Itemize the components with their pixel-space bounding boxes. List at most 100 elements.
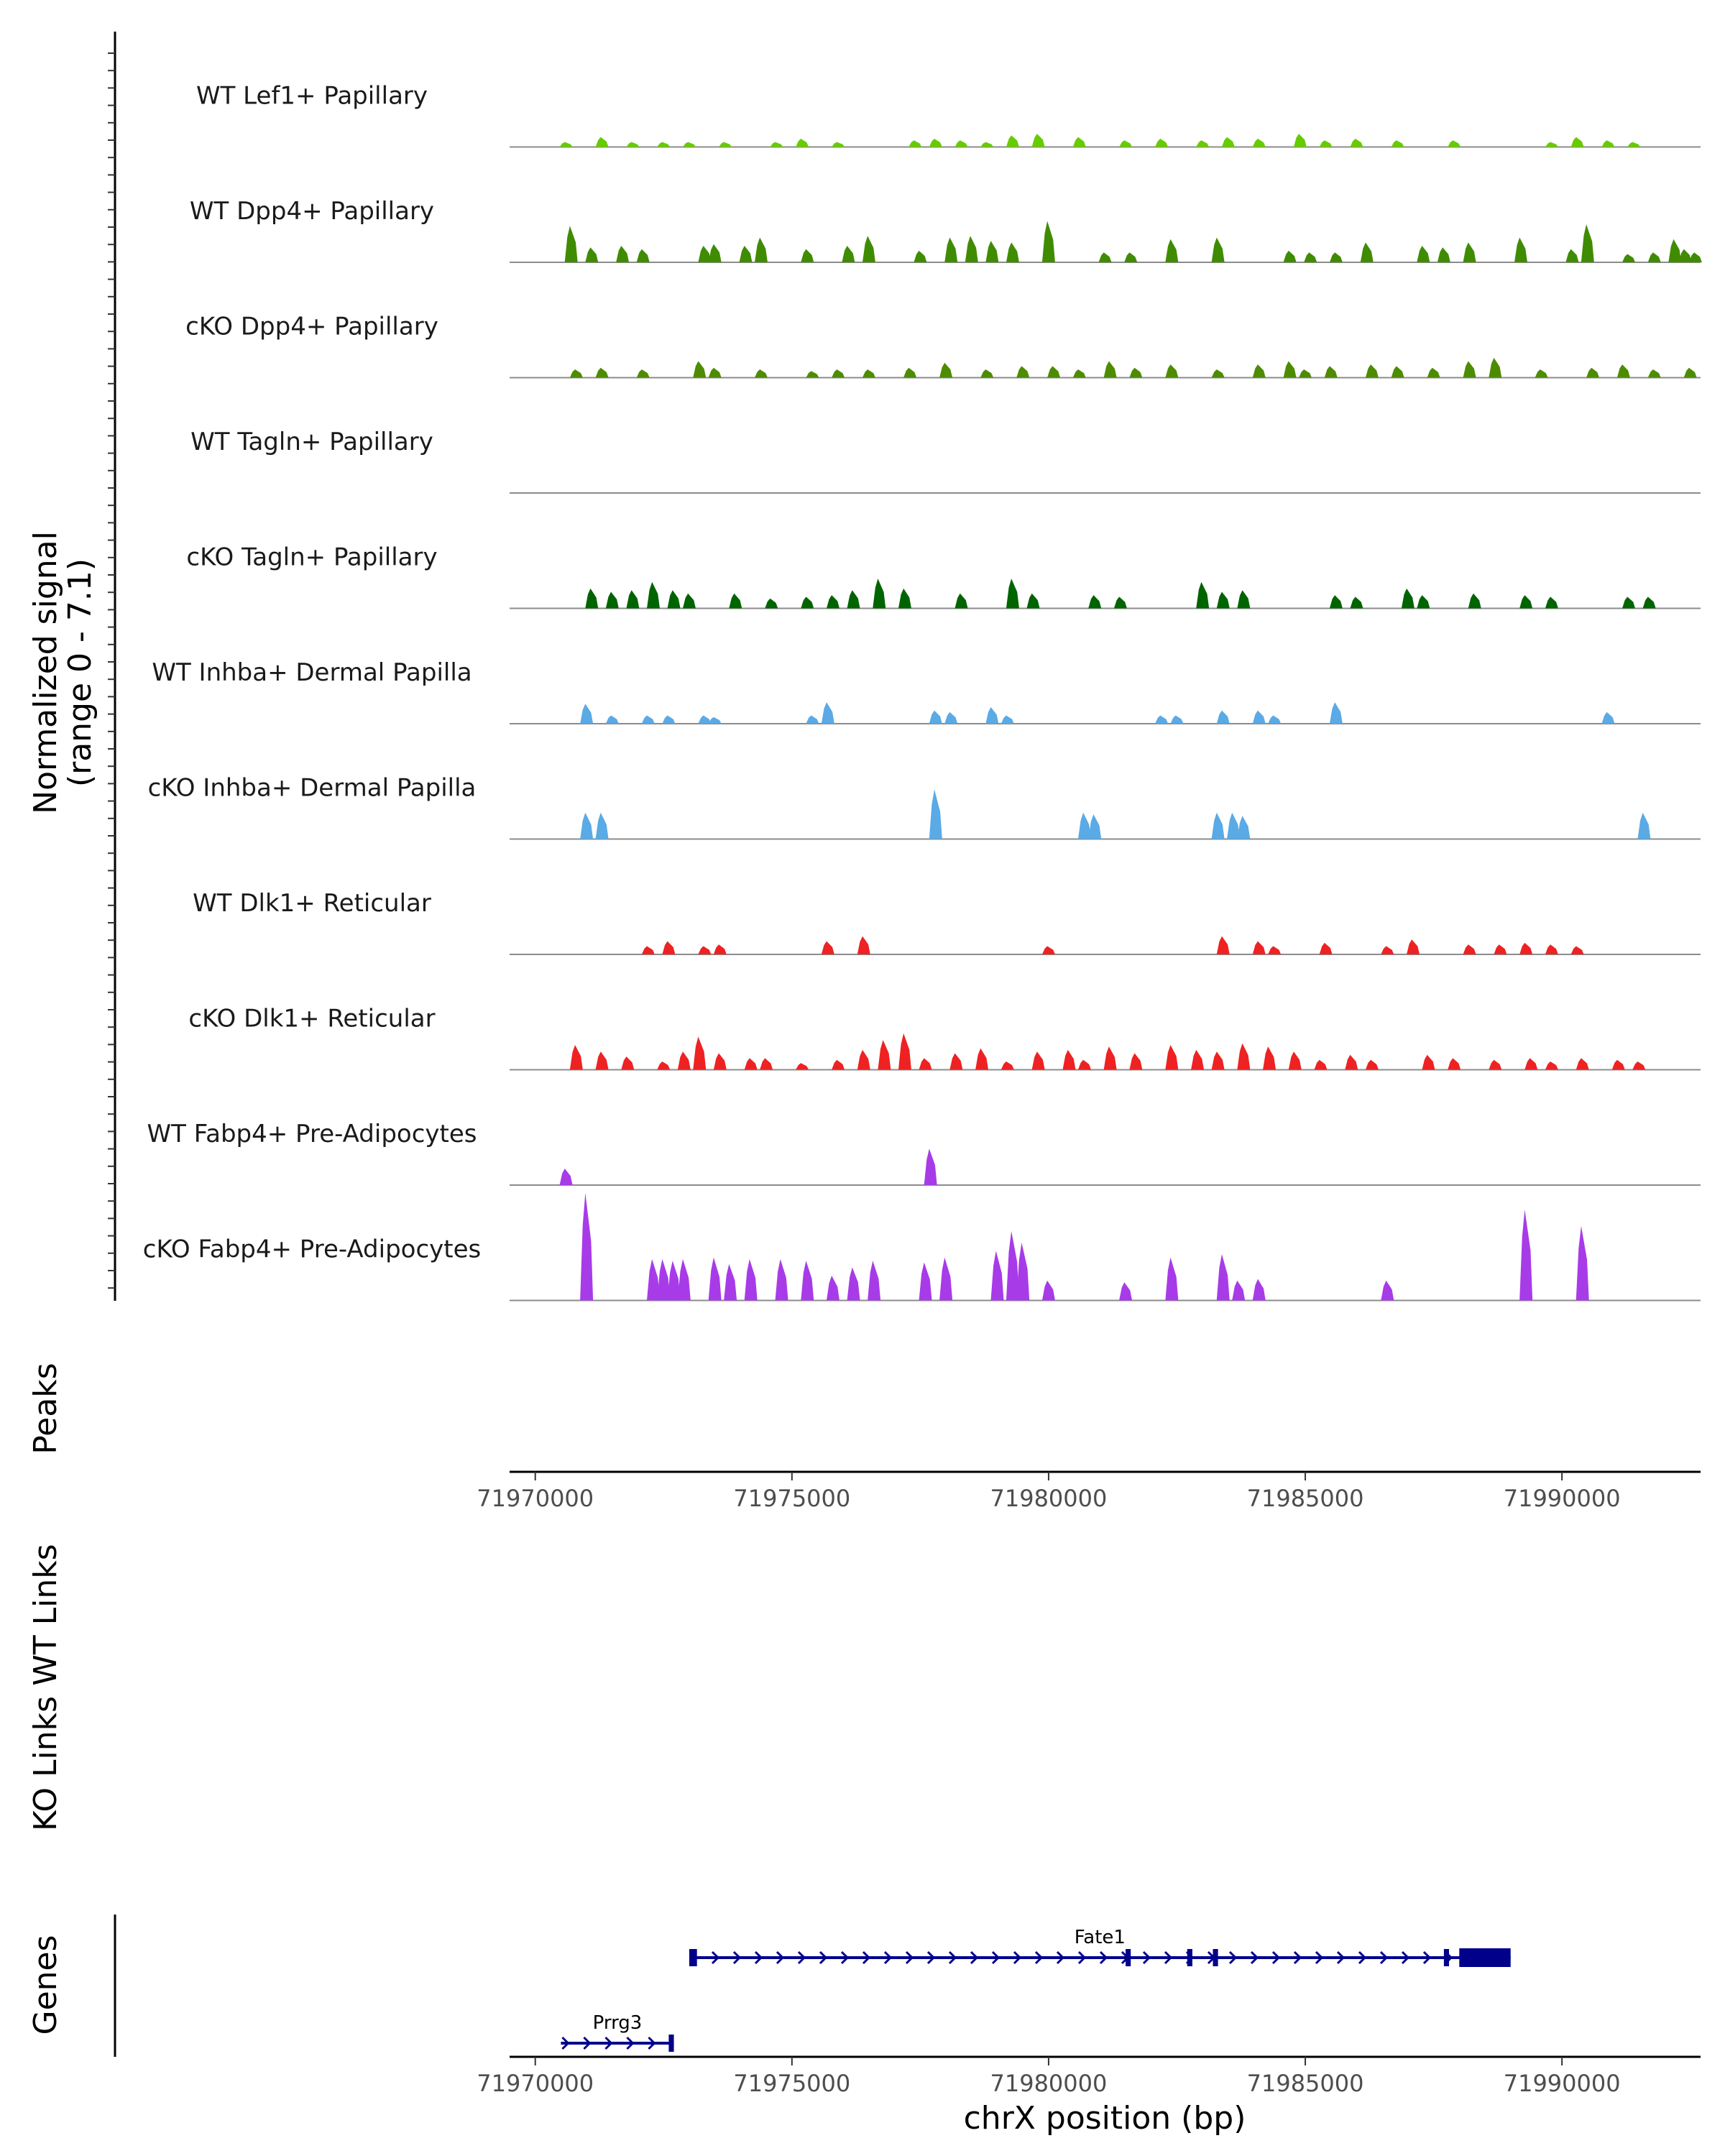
x-axis-tick-label: 71970000 [477,2070,594,2097]
signal-peak [708,1257,722,1301]
signal-peak [569,369,583,378]
signal-peak [1129,1053,1143,1070]
strand-arrow [1336,1950,1346,1965]
signal-peak [1165,1257,1179,1301]
signal-peak [1211,237,1225,262]
signal-peak [729,593,742,609]
signal-peak [1519,595,1533,609]
strand-arrow [561,2036,570,2050]
signal-peak [1165,239,1179,262]
signal-peak [713,1053,727,1070]
signal-peak [1417,595,1430,609]
signal-peak [898,588,911,609]
signal-peak [1329,595,1343,609]
signal-peak [1468,593,1481,609]
x-axis-bottom-ticks: 71970000 71975000 71980000 71985000 71990000 [477,2057,1621,2097]
signal-peak [821,702,834,724]
signal-peak [636,369,650,378]
signal-peak [580,704,594,724]
signal-peak [1668,239,1682,262]
signal-peak [1252,139,1266,147]
signal-peak [754,237,768,262]
signal-peak [1611,1059,1625,1070]
signal-peak [939,362,953,378]
signal-peak [662,941,676,954]
signal-peak [595,1051,609,1070]
strand-arrow [604,2036,613,2050]
signal-peak [1103,361,1117,378]
signal-peak [1324,366,1338,378]
track-1: WT Lef1+ Papillary [196,82,1701,148]
signal-peak [975,1048,989,1070]
signal-peak [801,596,814,609]
strand-arrow [1164,1950,1173,1965]
signal-peak [914,250,927,262]
signal-peak [1155,715,1169,724]
signal-peak [1062,1049,1076,1070]
signal-peak [559,1169,573,1185]
signal-peak [873,579,886,609]
track-4: WT Tagln+ Papillary [190,428,1701,494]
gene-models: Fate1 Prrg3 [561,1927,1511,2052]
signal-peak [1345,1054,1358,1070]
track-label: cKO Dlk1+ Reticular [188,1005,435,1033]
signal-peak [1304,252,1317,262]
signal-peak [985,707,999,724]
signal-peak [1041,1280,1055,1301]
x-axis-tick-label: 71990000 [1504,2070,1621,2097]
signal-peak [559,142,573,147]
signal-peak [1299,369,1312,378]
signal-peak [626,142,640,147]
gene-exon [1187,1949,1192,1966]
strand-arrow [711,1950,720,1965]
signal-peak [1165,364,1179,378]
signal-peak [770,142,783,147]
signal-peak [708,367,722,378]
signal-peak [1601,711,1615,724]
signal-peak [1683,367,1697,378]
signal-peak [919,1262,932,1301]
signal-peak [1350,139,1363,147]
signal-peak [1268,946,1282,954]
signal-peak [1448,140,1461,147]
signal-peak [744,1259,758,1301]
signal-peak [806,715,819,724]
signal-peak [1329,252,1343,262]
signal-peak [1031,134,1045,147]
signal-peak [595,812,609,839]
signal-peak [1232,1280,1246,1301]
signal-peak [677,1051,691,1070]
signal-peak [939,1257,953,1301]
signal-peak [862,236,875,262]
x-axis-tick-label: 71990000 [1504,1485,1621,1512]
signal-peak [847,590,860,609]
signal-peak [1545,1061,1558,1070]
strand-arrow [1228,1950,1238,1965]
signal-peak [1288,1051,1302,1070]
signal-peak [1170,715,1184,724]
signal-peak [1417,246,1430,262]
gene-name-label: Prrg3 [593,2012,643,2034]
track-8: WT Dlk1+ Reticular [193,889,1701,955]
track-label: WT Tagln+ Papillary [190,428,433,456]
gene-Prrg3: Prrg3 [561,2012,674,2052]
signal-peak [1601,140,1615,147]
signal-peak [1216,1254,1230,1301]
y-axis-label-line2: (range 0 - 7.1) [62,558,98,787]
signal-peak [1632,1061,1646,1070]
strand-arrow [1013,1950,1022,1965]
gene-Fate1: Fate1 [689,1927,1511,1967]
signal-peak [929,139,942,147]
signal-peak [1103,1046,1117,1070]
signal-peak [949,1053,963,1070]
ko-links-track-label: KO Links [27,1696,64,1831]
signal-peak [1041,221,1055,262]
strand-arrow [1358,1950,1367,1965]
signal-peak [832,142,845,147]
signal-peak [980,142,994,147]
signal-peak [1077,812,1091,839]
signal-peak [929,710,942,724]
signal-peak [657,142,671,147]
